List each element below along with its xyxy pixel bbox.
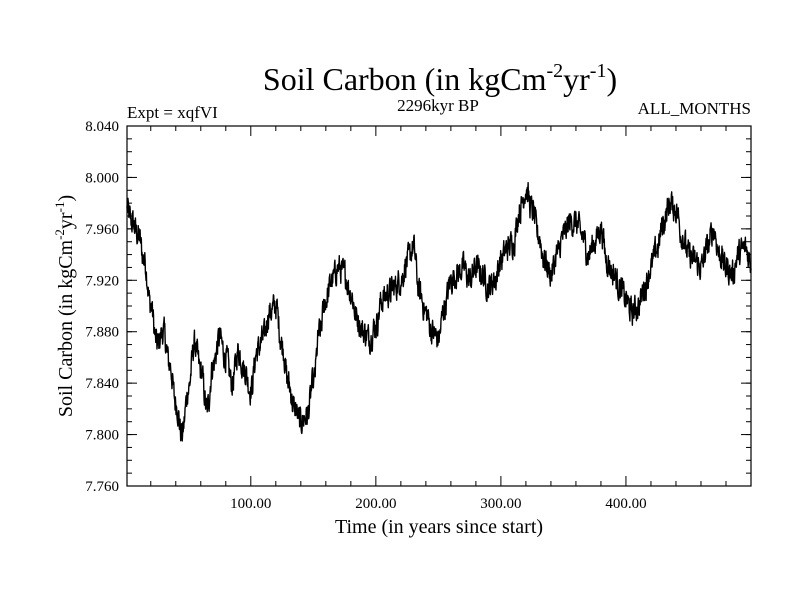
y-axis-label-end: ) (55, 195, 77, 202)
y-axis-label-sup1: -2 (52, 229, 67, 240)
y-axis-label-mid: yr (55, 212, 77, 229)
x-tick-label: 400.00 (605, 496, 646, 512)
y-tick-label: 7.880 (85, 325, 119, 341)
chart-title-sup2: -1 (590, 60, 607, 82)
axis-tick-labels: 7.760 7.800 7.840 7.880 7.920 7.960 8.000 8.040… (85, 119, 646, 512)
y-tick-label: 8.000 (85, 170, 119, 186)
y-tick-label: 7.800 (85, 428, 119, 444)
y-tick-label: 7.920 (85, 273, 119, 289)
chart-title-end: ) (606, 61, 617, 97)
x-axis-label: Time (in years since start) (335, 516, 543, 538)
chart-title-mid: yr (563, 61, 590, 97)
soil-carbon-series-line (126, 181, 752, 442)
axis-ticks (127, 125, 751, 487)
experiment-label: Expt = xqfVI (127, 103, 218, 122)
plot-frame (126, 125, 752, 487)
x-tick-label: 100.00 (230, 496, 271, 512)
chart-title-main: Soil Carbon (in kgCm (263, 61, 547, 97)
y-tick-label: 7.960 (85, 222, 119, 238)
y-tick-label: 8.040 (85, 119, 119, 135)
y-tick-label: 7.840 (85, 376, 119, 392)
y-tick-label: 7.760 (85, 479, 119, 495)
y-axis-label-sup2: -1 (52, 202, 67, 213)
y-axis-label: Soil Carbon (in kgCm-2yr-1) (52, 195, 77, 417)
period-label: 2296kyr BP (397, 96, 479, 115)
x-tick-label: 300.00 (480, 496, 521, 512)
x-tick-label: 200.00 (355, 496, 396, 512)
chart-title-sup1: -2 (546, 60, 563, 82)
chart-title: Soil Carbon (in kgCm-2yr-1) (263, 60, 617, 97)
y-axis-label-main: Soil Carbon (in kgCm (55, 239, 77, 417)
months-label: ALL_MONTHS (638, 99, 751, 118)
